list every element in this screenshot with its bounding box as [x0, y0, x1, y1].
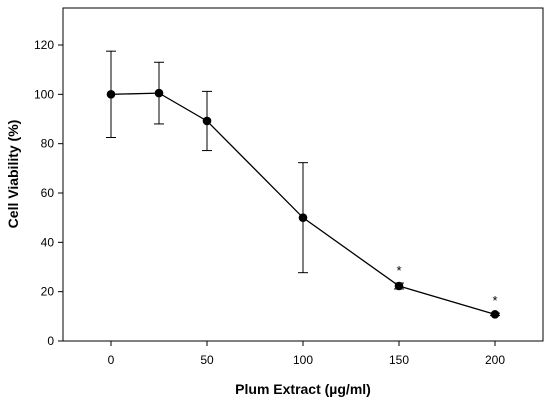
x-tick-label: 200: [485, 353, 505, 367]
x-tick-label: 100: [293, 353, 313, 367]
data-point: [202, 116, 212, 126]
data-point: [394, 281, 404, 291]
x-axis-title: Plum Extract (µg/ml): [235, 381, 371, 397]
y-tick-label: 100: [34, 87, 54, 101]
y-axis-title: Cell Viability (%): [5, 120, 21, 229]
data-series: **: [106, 50, 500, 319]
y-tick-label: 60: [41, 186, 55, 200]
x-tick-label: 0: [108, 353, 115, 367]
x-tick-label: 150: [389, 353, 409, 367]
y-tick-label: 0: [47, 334, 54, 348]
y-tick-label: 40: [41, 235, 55, 249]
x-axis-ticks: 0 50 100 150 200: [108, 341, 505, 367]
data-point: [298, 213, 308, 222]
data-point: [154, 88, 164, 98]
y-tick-label: 20: [41, 285, 55, 299]
series-line: [110, 92, 496, 315]
x-tick-label: 50: [200, 353, 214, 367]
y-tick-label: 120: [34, 38, 54, 52]
significance-marker: *: [396, 263, 401, 278]
y-tick-label: 80: [41, 137, 55, 151]
data-point: [106, 90, 116, 99]
data-point: [490, 310, 500, 319]
significance-marker: *: [492, 293, 497, 308]
y-axis-ticks: 0 20 40 60 80 100 120: [34, 38, 63, 348]
